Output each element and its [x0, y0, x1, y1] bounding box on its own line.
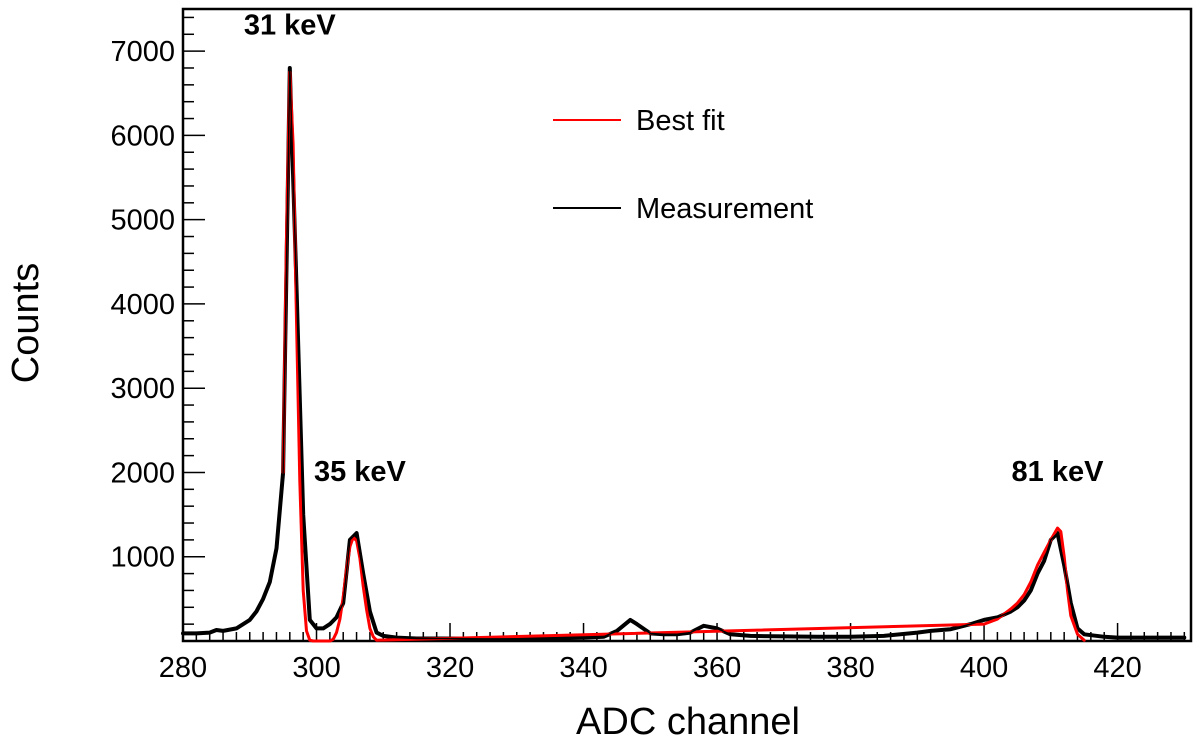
peak-annotation: 81 keV	[1012, 456, 1105, 488]
x-tick-label: 380	[826, 652, 874, 684]
plot-frame	[181, 7, 1193, 643]
peak-annotation: 35 keV	[314, 456, 407, 488]
peak-annotation: 31 keV	[244, 9, 337, 41]
x-tick-label: 340	[559, 652, 607, 684]
y-tick-label: 6000	[110, 120, 175, 152]
y-tick-label: 3000	[110, 373, 175, 405]
x-tick-label: 400	[960, 652, 1008, 684]
x-tick-label: 420	[1093, 652, 1141, 684]
y-tick-label: 1000	[110, 542, 175, 574]
legend: Best fit Measurement	[553, 105, 813, 225]
legend-label-measurement: Measurement	[636, 193, 813, 225]
series-line-best-fit	[281, 70, 1086, 643]
series-layer	[181, 66, 1187, 643]
y-tick-label: 7000	[110, 36, 175, 68]
x-axis-title: ADC channel	[576, 701, 800, 743]
series-line-measurement-overlay	[183, 67, 1185, 640]
x-tick-label: 280	[159, 652, 207, 684]
x-tick-label: 320	[426, 652, 474, 684]
y-axis-title: Counts	[5, 263, 47, 383]
frame-layer	[181, 7, 1193, 643]
x-tick-label: 360	[693, 652, 741, 684]
y-tick-label: 4000	[110, 289, 175, 321]
labels-layer: 280 300 320 340 360 380 400 420 1000 2000 3000 4000…	[110, 9, 1141, 684]
y-tick-label: 5000	[110, 205, 175, 237]
legend-label-best-fit: Best fit	[636, 105, 725, 137]
y-tick-label: 2000	[110, 457, 175, 489]
x-tick-label: 300	[292, 652, 340, 684]
series-line-measurement	[181, 66, 1187, 641]
